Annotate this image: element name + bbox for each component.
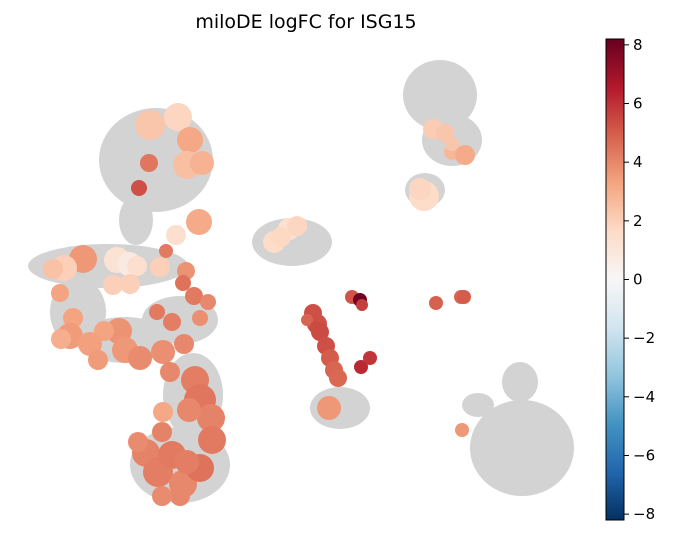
data-point: [185, 287, 203, 305]
data-point: [198, 426, 226, 454]
data-point: [429, 296, 443, 310]
data-point: [197, 404, 225, 432]
data-point: [103, 275, 123, 295]
bg-cluster-k: [403, 60, 477, 130]
data-point: [317, 396, 341, 420]
data-point: [127, 256, 147, 276]
bg-cluster-b: [119, 195, 153, 245]
data-point: [153, 402, 173, 422]
data-point: [135, 110, 165, 140]
data-point: [51, 329, 71, 349]
colorbar-tick-label: −6: [633, 446, 655, 464]
data-point: [166, 225, 186, 245]
data-point: [63, 308, 83, 328]
points-layer: [43, 103, 475, 506]
colorbar-tick-label: 4: [633, 153, 643, 171]
data-point: [160, 362, 180, 382]
colorbar-gradient: [605, 38, 625, 521]
bg-cluster-p: [462, 393, 494, 417]
chart-title: miloDE logFC for ISG15: [195, 11, 416, 33]
data-point: [175, 275, 191, 291]
colorbar-tick-label: 0: [633, 271, 643, 289]
data-point: [159, 244, 173, 258]
data-point: [163, 313, 181, 331]
data-point: [455, 423, 469, 437]
data-point: [354, 360, 368, 374]
colorbar-tick-label: −8: [633, 505, 655, 523]
data-point: [78, 332, 102, 356]
data-point: [43, 259, 63, 279]
data-point: [287, 216, 307, 236]
data-point: [128, 346, 152, 370]
data-point: [457, 290, 471, 304]
data-point: [177, 127, 203, 153]
data-point: [150, 257, 170, 277]
data-point: [152, 486, 172, 506]
data-point: [271, 227, 291, 247]
colorbar-tick-label: −4: [633, 388, 655, 406]
data-point: [445, 137, 459, 151]
colorbar-tick-label: 8: [633, 36, 643, 54]
data-point: [94, 321, 114, 341]
data-point: [177, 398, 201, 422]
data-point: [51, 284, 69, 302]
colorbar-tick-label: −2: [633, 329, 655, 347]
data-point: [455, 145, 475, 165]
colorbar-tick-label: 2: [633, 212, 643, 230]
data-point: [128, 432, 148, 452]
data-point: [301, 314, 313, 326]
data-point: [149, 304, 165, 320]
data-point: [200, 294, 216, 310]
data-point: [310, 321, 322, 333]
bg-cluster-o: [502, 362, 538, 402]
bg-cluster-i: [252, 218, 332, 266]
colorbar-tick-label: 6: [633, 95, 643, 113]
data-point: [192, 310, 208, 326]
data-point: [356, 299, 368, 311]
data-point: [140, 154, 158, 172]
data-point: [175, 450, 199, 474]
colorbar: −8 −6 −4 −2 0 2 4 6 8: [605, 36, 655, 523]
data-point: [88, 350, 108, 370]
colorbar-ticks: −8 −6 −4 −2 0 2 4 6 8: [624, 36, 655, 523]
data-point: [152, 422, 172, 442]
data-point: [329, 369, 347, 387]
data-point: [131, 180, 147, 196]
data-point: [409, 178, 431, 200]
data-point: [190, 151, 214, 175]
data-point: [186, 209, 212, 235]
data-point: [120, 274, 140, 294]
data-point: [174, 334, 194, 354]
data-point: [151, 340, 175, 364]
bg-cluster-n: [470, 400, 574, 496]
data-point: [164, 103, 192, 131]
data-point: [363, 351, 377, 365]
data-point: [170, 486, 190, 506]
